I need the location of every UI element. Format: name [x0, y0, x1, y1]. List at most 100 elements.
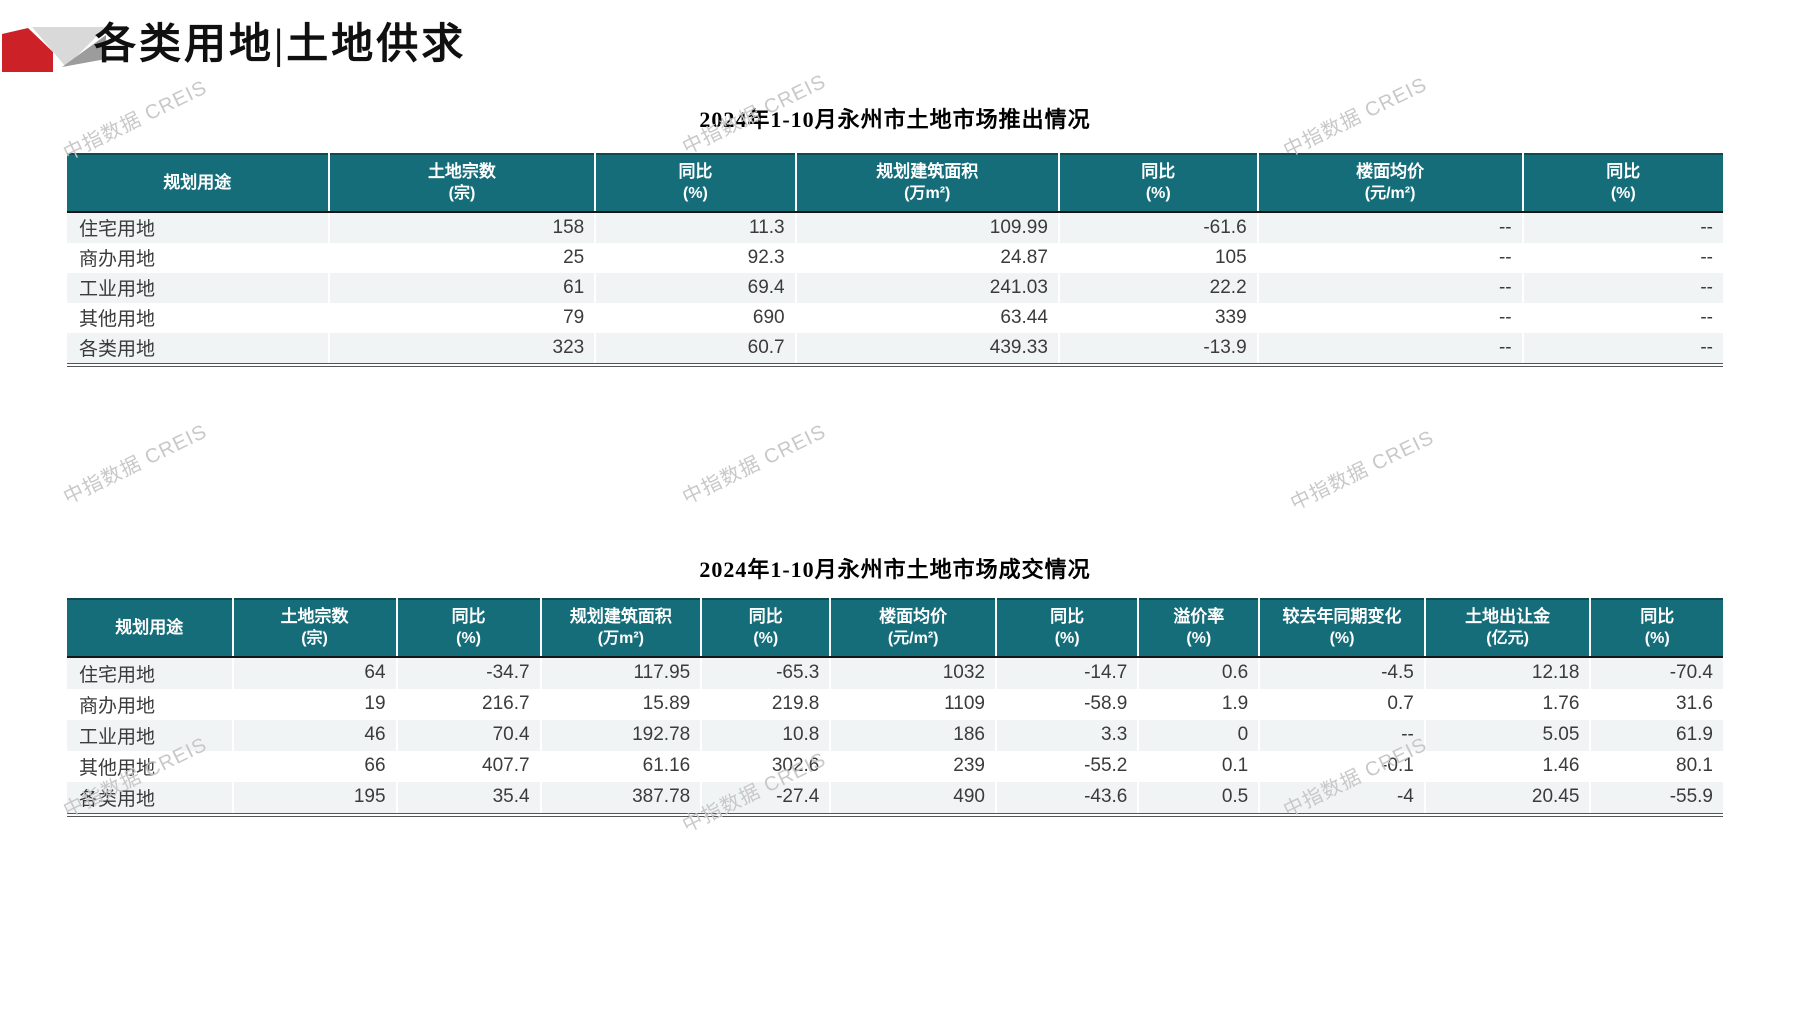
column-header: 同比 (%)	[1590, 598, 1723, 658]
logo-gray-light-shape	[32, 27, 106, 67]
value-cell: --	[1700, 276, 1713, 298]
value-cell: --	[1257, 242, 1524, 273]
land-transaction-table-title: 2024年1-10月永州市土地市场成交情况	[699, 557, 1091, 582]
value-cell: 323	[328, 332, 597, 365]
value-cell: 117.95	[540, 656, 703, 689]
land-launch-section: 2024年1-10月永州市土地市场推出情况 规划用途 土地宗数 (宗) 同比 (%) 规划…	[67, 106, 1723, 367]
value-cell: 195	[232, 781, 398, 815]
column-header: 同比 (%)	[995, 598, 1140, 658]
row-label-cell: 住宅用地	[67, 211, 330, 243]
value-cell: 1.46	[1424, 750, 1592, 782]
value-cell: -27.4	[701, 781, 832, 815]
column-header: 土地宗数 (宗)	[328, 153, 597, 213]
row-label-cell: 商办用地	[67, 242, 330, 273]
column-header: 楼面均价 (元/m²)	[1257, 153, 1524, 213]
value-cell: 339	[1058, 302, 1259, 333]
land-transaction-table: 规划用途 土地宗数 (宗) 同比 (%) 规划建筑面积 (万m²) 同比 (%) 楼面均价 (元/m…	[67, 598, 1723, 817]
value-cell: 0.6	[1138, 656, 1261, 689]
row-label-cell: 其他用地	[67, 302, 330, 333]
header-row: 规划用途 土地宗数 (宗) 同比 (%) 规划建筑面积 (万m²) 同比 (%) 楼面均价 (元/m…	[67, 153, 1723, 213]
value-cell: 70.4	[396, 719, 542, 751]
value-cell: 31.6	[1676, 693, 1713, 715]
value-cell: --	[1257, 332, 1524, 365]
value-cell: 0	[1138, 719, 1261, 751]
value-cell: --	[1700, 306, 1713, 328]
column-header: 土地出让金 (亿元)	[1424, 598, 1592, 658]
value-cell: -4.5	[1259, 656, 1426, 689]
table-row: 各类用地 195 35.4 387.78 -27.4 490 -43.6 0.5 -4 20.45…	[67, 781, 1723, 815]
value-cell: -55.9	[1669, 786, 1713, 808]
value-cell: 109.99	[795, 211, 1060, 243]
table-row: 住宅用地 158 11.3 109.99 -61.6 -- --	[67, 211, 1723, 243]
value-cell: 158	[328, 211, 597, 243]
value-cell: -14.7	[995, 656, 1140, 689]
column-header: 同比 (%)	[1058, 153, 1259, 213]
value-cell: -34.7	[396, 656, 542, 689]
value-cell: -61.6	[1058, 211, 1259, 243]
value-cell: -70.4	[1669, 662, 1713, 684]
value-cell: 61	[328, 272, 597, 303]
value-cell: 69.4	[595, 272, 797, 303]
row-label-cell: 工业用地	[67, 272, 330, 303]
value-cell: -4	[1259, 781, 1426, 815]
column-header: 较去年同期变化 (%)	[1259, 598, 1426, 658]
value-cell: -43.6	[995, 781, 1140, 815]
page-title: 各类用地|土地供求	[94, 22, 467, 68]
value-cell: 239	[830, 750, 997, 782]
logo-red-shape	[2, 28, 53, 72]
value-cell: 80.1	[1676, 755, 1713, 777]
land-transaction-section: 2024年1-10月永州市土地市场成交情况 规划用途 土地宗数 (宗) 同比 (%) 规划…	[67, 556, 1723, 817]
value-cell: 19	[232, 688, 398, 720]
value-cell: 490	[830, 781, 997, 815]
value-cell: 1.9	[1138, 688, 1261, 720]
column-header: 规划建筑面积 (万m²)	[795, 153, 1060, 213]
value-cell: 20.45	[1424, 781, 1592, 815]
value-cell: 105	[1058, 242, 1259, 273]
value-cell: --	[1700, 216, 1713, 238]
value-cell: --	[1257, 272, 1524, 303]
row-label-cell: 住宅用地	[67, 656, 234, 689]
value-cell: 192.78	[540, 719, 703, 751]
value-cell: --	[1700, 246, 1713, 268]
table-row: 商办用地 25 92.3 24.87 105 -- --	[67, 242, 1723, 273]
value-cell: 15.89	[540, 688, 703, 720]
value-cell: 66	[232, 750, 398, 782]
column-header: 规划用途	[67, 153, 330, 213]
row-label-cell: 其他用地	[67, 750, 234, 782]
value-cell: 35.4	[396, 781, 542, 815]
value-cell: --	[1700, 336, 1713, 358]
value-cell: 46	[232, 719, 398, 751]
table-row: 住宅用地 64 -34.7 117.95 -65.3 1032 -14.7 0.6 -4.5 12…	[67, 656, 1723, 689]
value-cell: -58.9	[995, 688, 1140, 720]
column-header: 同比 (%)	[701, 598, 832, 658]
table-row: 其他用地 66 407.7 61.16 302.6 239 -55.2 0.1 -0.1 1.46…	[67, 750, 1723, 782]
value-cell: 11.3	[595, 211, 797, 243]
row-label-cell: 工业用地	[67, 719, 234, 751]
value-cell: 3.3	[995, 719, 1140, 751]
row-label-cell: 商办用地	[67, 688, 234, 720]
value-cell: 12.18	[1424, 656, 1592, 689]
creis-logo	[2, 27, 106, 72]
table-row: 商办用地 19 216.7 15.89 219.8 1109 -58.9 1.9 0.7 1.76…	[67, 688, 1723, 720]
table-row: 工业用地 46 70.4 192.78 10.8 186 3.3 0 -- 5.05 61.9	[67, 719, 1723, 751]
column-header: 同比 (%)	[595, 153, 797, 213]
value-cell: 1109	[830, 688, 997, 720]
value-cell: -0.1	[1259, 750, 1426, 782]
value-cell: 186	[830, 719, 997, 751]
watermark-text: 中指数据 CREIS	[679, 420, 830, 509]
value-cell: 407.7	[396, 750, 542, 782]
header-row: 规划用途 土地宗数 (宗) 同比 (%) 规划建筑面积 (万m²) 同比 (%) 楼面均价 (元/m…	[67, 598, 1723, 658]
value-cell: 79	[328, 302, 597, 333]
value-cell: -65.3	[701, 656, 832, 689]
column-header: 同比 (%)	[1522, 153, 1723, 213]
value-cell: 24.87	[795, 242, 1060, 273]
value-cell: 60.7	[595, 332, 797, 365]
value-cell: -55.2	[995, 750, 1140, 782]
value-cell: 241.03	[795, 272, 1060, 303]
value-cell: 439.33	[795, 332, 1060, 365]
value-cell: 61.9	[1676, 724, 1713, 746]
value-cell: -13.9	[1058, 332, 1259, 365]
value-cell: 92.3	[595, 242, 797, 273]
value-cell: 219.8	[701, 688, 832, 720]
